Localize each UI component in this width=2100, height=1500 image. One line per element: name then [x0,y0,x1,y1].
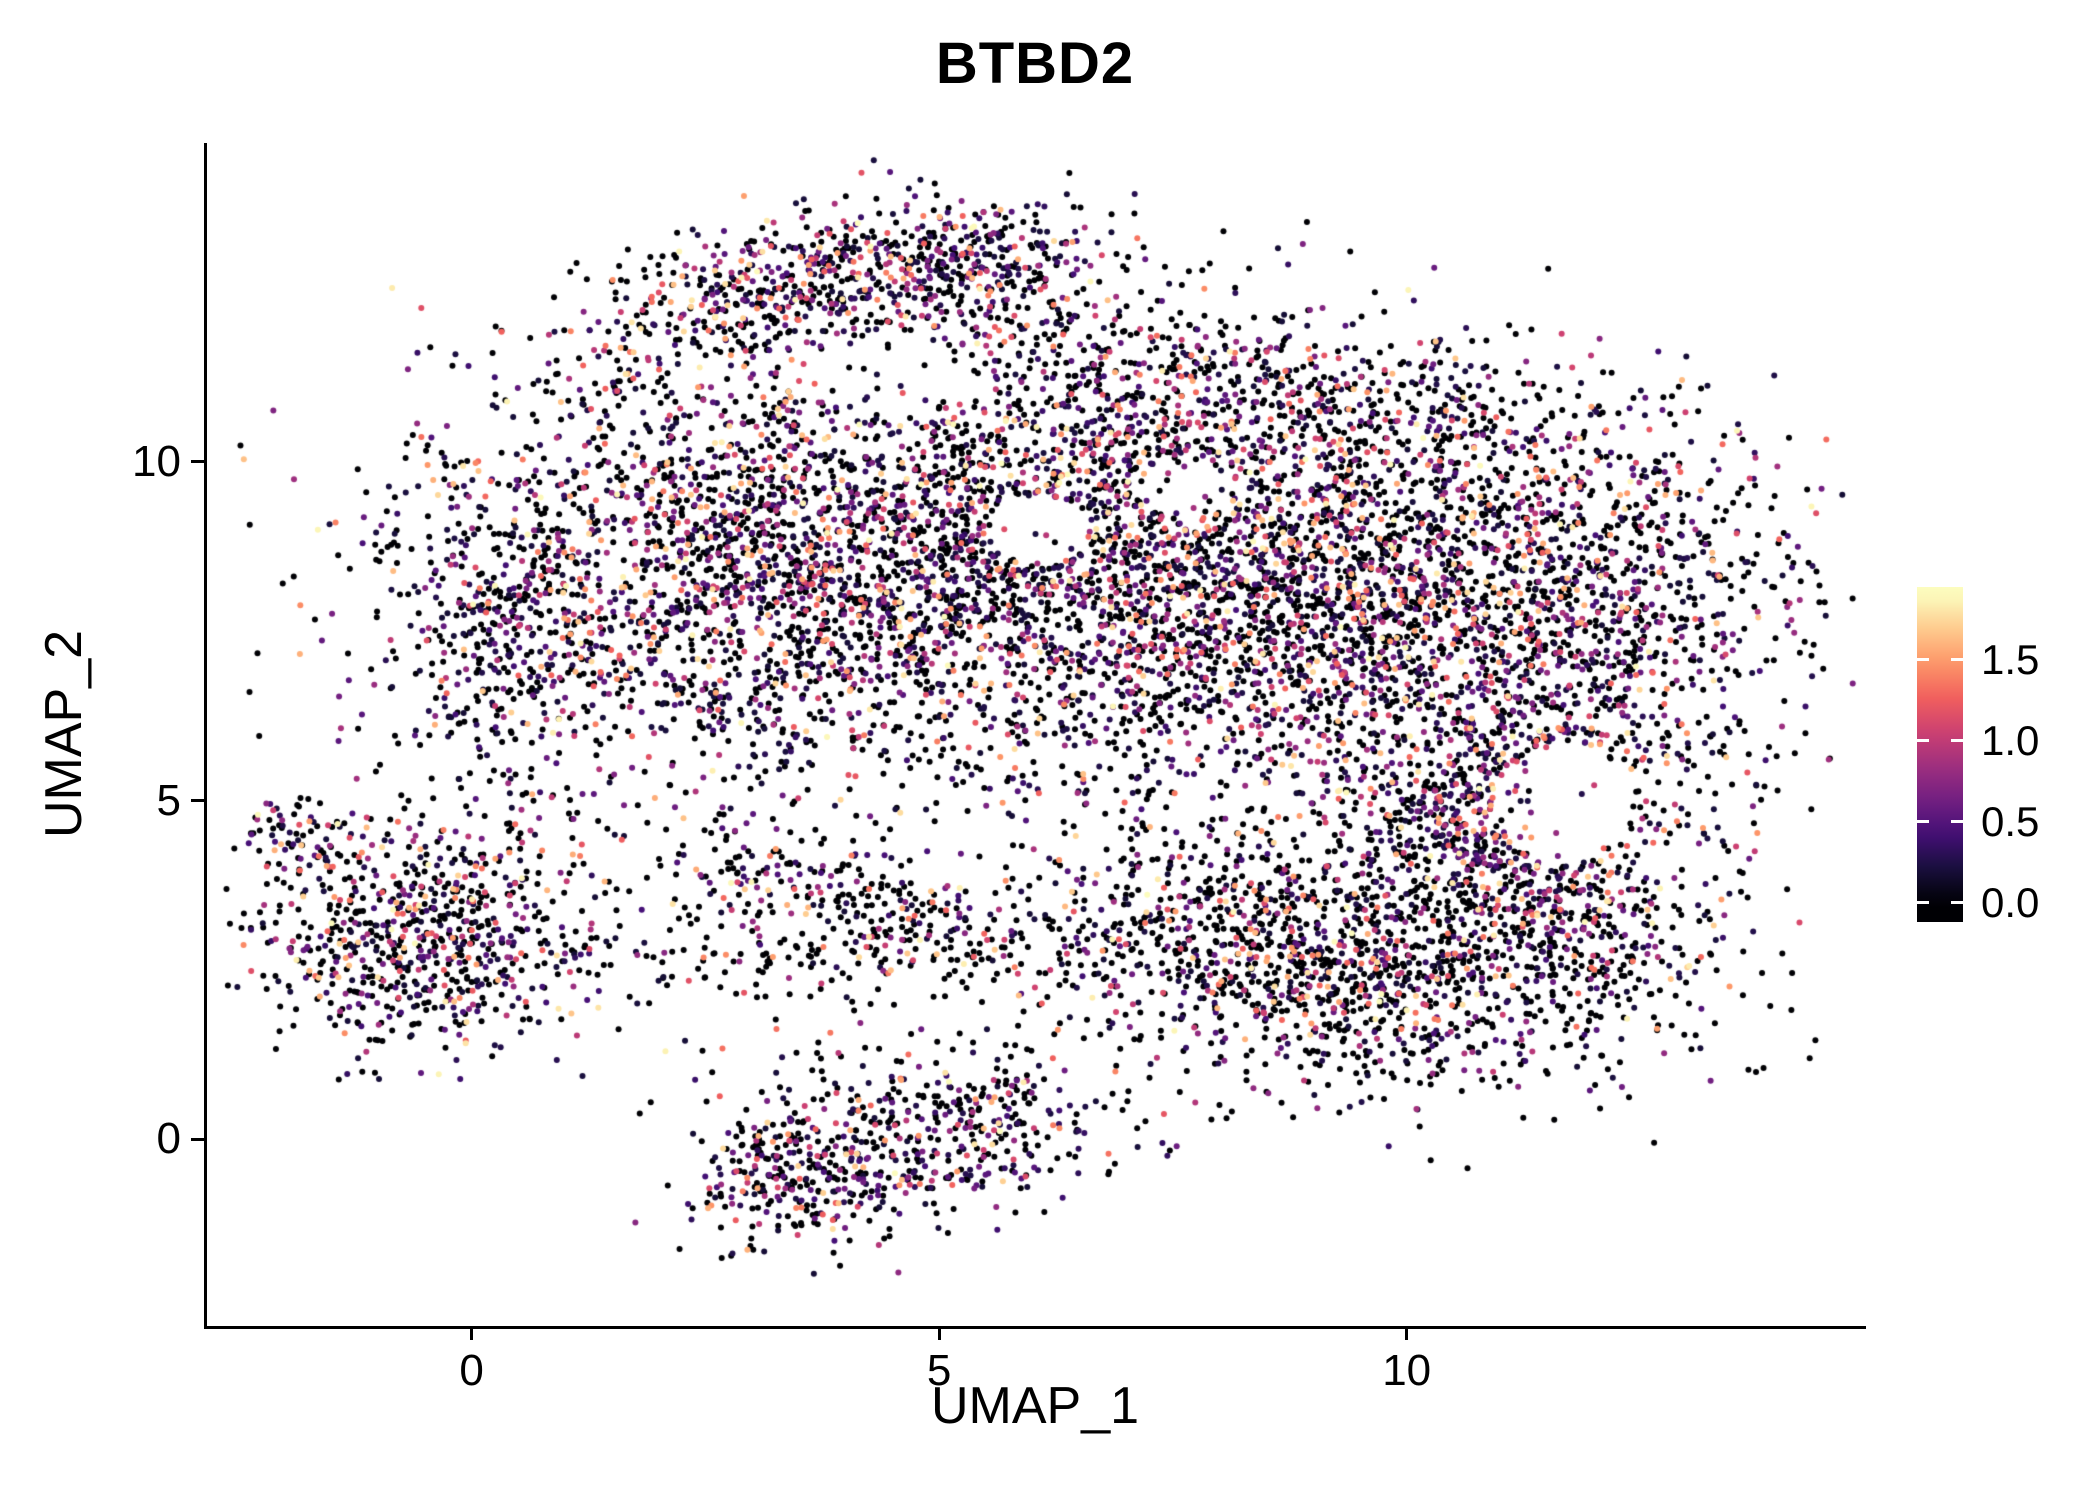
x-tick-label: 0 [459,1346,484,1395]
y-tick-mark [191,1137,205,1141]
x-axis-line [204,1326,1866,1329]
y-tick-label: 5 [156,775,181,825]
legend-bar-tick [1951,901,1963,905]
legend-tick-label: 1.5 [1981,635,2040,683]
y-tick-label: 0 [156,1114,181,1164]
legend-tick-label: 0.5 [1981,797,2040,845]
y-axis-line [204,143,207,1329]
x-tick-label: 5 [926,1346,952,1395]
y-tick-mark [191,460,205,464]
y-tick-mark [191,799,205,803]
legend-bar-tick [1951,820,1963,824]
legend-bar-tick [1951,739,1963,743]
y-tick-label: 10 [132,436,181,486]
legend-tick-label: 0.0 [1981,878,2040,926]
legend-bar-tick [1951,658,1963,662]
legend-bar-tick [1917,820,1929,824]
plot-title: BTBD2 [935,31,1135,96]
legend-bar-tick [1917,739,1929,743]
legend-colorbar [1917,587,1963,922]
y-axis-title: UMAP_2 [35,629,93,839]
legend-bar-tick [1917,901,1929,905]
legend-tick-label: 1.0 [1981,716,2040,764]
x-tick-mark [1405,1326,1409,1340]
x-axis-title: UMAP_1 [930,1377,1140,1435]
x-tick-label: 10 [1382,1346,1432,1395]
x-tick-mark [937,1326,941,1340]
x-tick-mark [470,1326,474,1340]
legend-bar-tick [1917,658,1929,662]
